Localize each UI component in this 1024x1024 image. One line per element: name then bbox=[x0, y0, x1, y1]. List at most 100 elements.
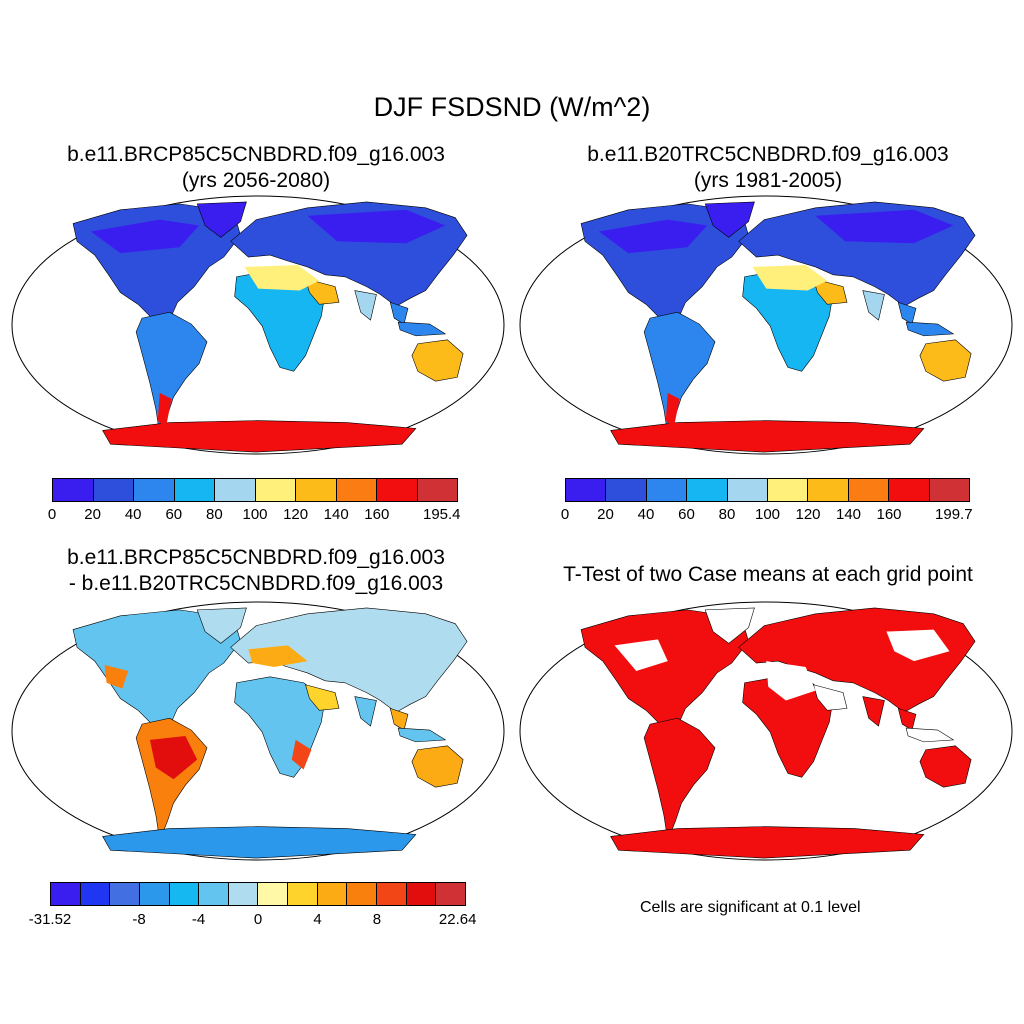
panel2-title-line2: (yrs 1981-2005) bbox=[693, 169, 843, 192]
panel2-tick: 160 bbox=[876, 506, 902, 523]
panel3-map bbox=[11, 601, 505, 861]
south-africa-east-region bbox=[291, 739, 312, 770]
antarctica-landmass bbox=[102, 826, 417, 859]
arabian-peninsula-landmass bbox=[305, 278, 340, 305]
colorbar-swatch bbox=[288, 883, 318, 905]
colorbar-swatch bbox=[687, 479, 728, 501]
panel3-tick: -31.52 bbox=[28, 911, 72, 928]
india-landmass bbox=[354, 696, 377, 727]
colorbar-swatch bbox=[110, 883, 140, 905]
sahara-gap-region bbox=[766, 661, 816, 701]
colorbar-swatch bbox=[255, 479, 296, 501]
sahara-band-region bbox=[244, 264, 320, 291]
significance-note: Cells are significant at 0.1 level bbox=[640, 899, 861, 916]
colorbar-swatch bbox=[727, 479, 769, 501]
colorbar-swatch bbox=[174, 479, 215, 501]
northern-canada-region bbox=[90, 219, 200, 254]
panel2-title-line1: b.e11.B20TRC5CNBDRD.f09_g16.003 bbox=[587, 143, 949, 166]
mediterranean-region bbox=[248, 645, 308, 668]
panel3-colorbar bbox=[50, 882, 466, 906]
panel2-tick: 0 bbox=[560, 506, 570, 523]
antarctica-landmass bbox=[102, 420, 417, 453]
indonesia-landmass bbox=[397, 727, 447, 743]
colorbar-swatch bbox=[808, 479, 849, 501]
canada-gap-region bbox=[614, 639, 668, 671]
panel1-tick: 195.4 bbox=[422, 506, 461, 523]
greenland-landmass bbox=[196, 201, 247, 238]
panel1-tick: 100 bbox=[242, 506, 268, 523]
colorbar-swatch bbox=[317, 883, 348, 905]
panel1-title-line1: b.e11.BRCP85C5CNBDRD.f09_g16.003 bbox=[67, 143, 445, 166]
greenland-landmass bbox=[196, 607, 247, 644]
colorbar-swatch bbox=[566, 479, 607, 501]
mexico-region bbox=[104, 665, 129, 689]
main-title: DJF FSDSND (W/m^2) bbox=[373, 92, 651, 122]
colorbar-swatch bbox=[336, 479, 377, 501]
panel1-colorbar bbox=[52, 478, 458, 502]
colorbar-swatch bbox=[377, 479, 418, 501]
panel1-map bbox=[11, 195, 505, 455]
indonesia-landmass bbox=[905, 727, 955, 743]
panel2-tick: 100 bbox=[754, 506, 781, 523]
panel2-tick: 20 bbox=[597, 506, 614, 523]
colorbar-swatch bbox=[848, 479, 890, 501]
colorbar-swatch bbox=[347, 883, 378, 905]
colorbar-swatch bbox=[215, 479, 256, 501]
panel3-colorbar-ticks: -31.52 -8 -4 0 4 8 22.64 bbox=[29, 911, 477, 931]
sahara-band-region bbox=[752, 264, 828, 291]
panel3-tick: 22.64 bbox=[438, 911, 477, 928]
australia-landmass bbox=[919, 339, 972, 382]
panel1-tick: 120 bbox=[283, 506, 309, 523]
colorbar-swatch bbox=[134, 479, 175, 501]
colorbar-swatch bbox=[80, 883, 111, 905]
antarctica-landmass bbox=[610, 420, 925, 453]
panel3-tick: 4 bbox=[313, 911, 322, 928]
eurasia-landmass bbox=[230, 607, 468, 713]
panel1-tick: 140 bbox=[323, 506, 349, 523]
antarctica-landmass bbox=[610, 826, 925, 859]
arabian-peninsula-landmass bbox=[813, 684, 848, 711]
colorbar-swatch bbox=[417, 479, 457, 501]
arabian-peninsula-landmass bbox=[813, 278, 848, 305]
south-america-landmass bbox=[643, 311, 716, 436]
colorbar-swatch bbox=[51, 883, 81, 905]
indonesia-landmass bbox=[397, 321, 447, 337]
india-landmass bbox=[862, 696, 885, 727]
south-america-landmass bbox=[643, 717, 716, 842]
panel4-title: T-Test of two Case means at each grid po… bbox=[563, 563, 973, 586]
panel1-tick: 40 bbox=[124, 506, 142, 523]
panel1-tick: 60 bbox=[165, 506, 183, 523]
colorbar-swatch bbox=[377, 883, 407, 905]
panel2-map bbox=[519, 195, 1013, 455]
colorbar-swatch bbox=[93, 479, 134, 501]
australia-landmass bbox=[919, 745, 972, 788]
andes-south-region bbox=[665, 393, 680, 429]
panel2-tick: 40 bbox=[637, 506, 655, 523]
panel1-tick: 0 bbox=[47, 506, 57, 523]
panel3-tick: 0 bbox=[253, 911, 263, 928]
arabian-peninsula-landmass bbox=[305, 684, 340, 711]
panel2-tick: 199.7 bbox=[935, 506, 973, 523]
panel3-tick: 8 bbox=[372, 911, 382, 928]
colorbar-swatch bbox=[139, 883, 170, 905]
panel2-colorbar-ticks: 0 20 40 60 80 100 120 140 160 199.7 bbox=[561, 506, 973, 526]
panel1-colorbar-ticks: 0 20 40 60 80 100 120 140 160 195.4 bbox=[48, 506, 461, 526]
indonesia-landmass bbox=[905, 321, 955, 337]
greenland-landmass bbox=[704, 607, 755, 644]
panel3-title-line2: - b.e11.B20TRC5CNBDRD.f09_g16.003 bbox=[68, 572, 444, 595]
panel1-title-line2: (yrs 2056-2080) bbox=[181, 169, 331, 192]
panel2-tick: 80 bbox=[718, 506, 736, 523]
colorbar-swatch bbox=[889, 479, 930, 501]
colorbar-swatch bbox=[258, 883, 289, 905]
panel1-tick: 160 bbox=[364, 506, 390, 523]
colorbar-swatch bbox=[606, 479, 647, 501]
india-landmass bbox=[354, 290, 377, 321]
panel2-tick: 60 bbox=[678, 506, 695, 523]
colorbar-swatch bbox=[169, 883, 200, 905]
panel2-tick: 140 bbox=[835, 506, 862, 523]
colorbar-swatch bbox=[929, 479, 970, 501]
colorbar-swatch bbox=[646, 479, 688, 501]
greenland-landmass bbox=[704, 201, 755, 238]
panel3-tick: -8 bbox=[132, 911, 146, 928]
colorbar-swatch bbox=[436, 883, 465, 905]
